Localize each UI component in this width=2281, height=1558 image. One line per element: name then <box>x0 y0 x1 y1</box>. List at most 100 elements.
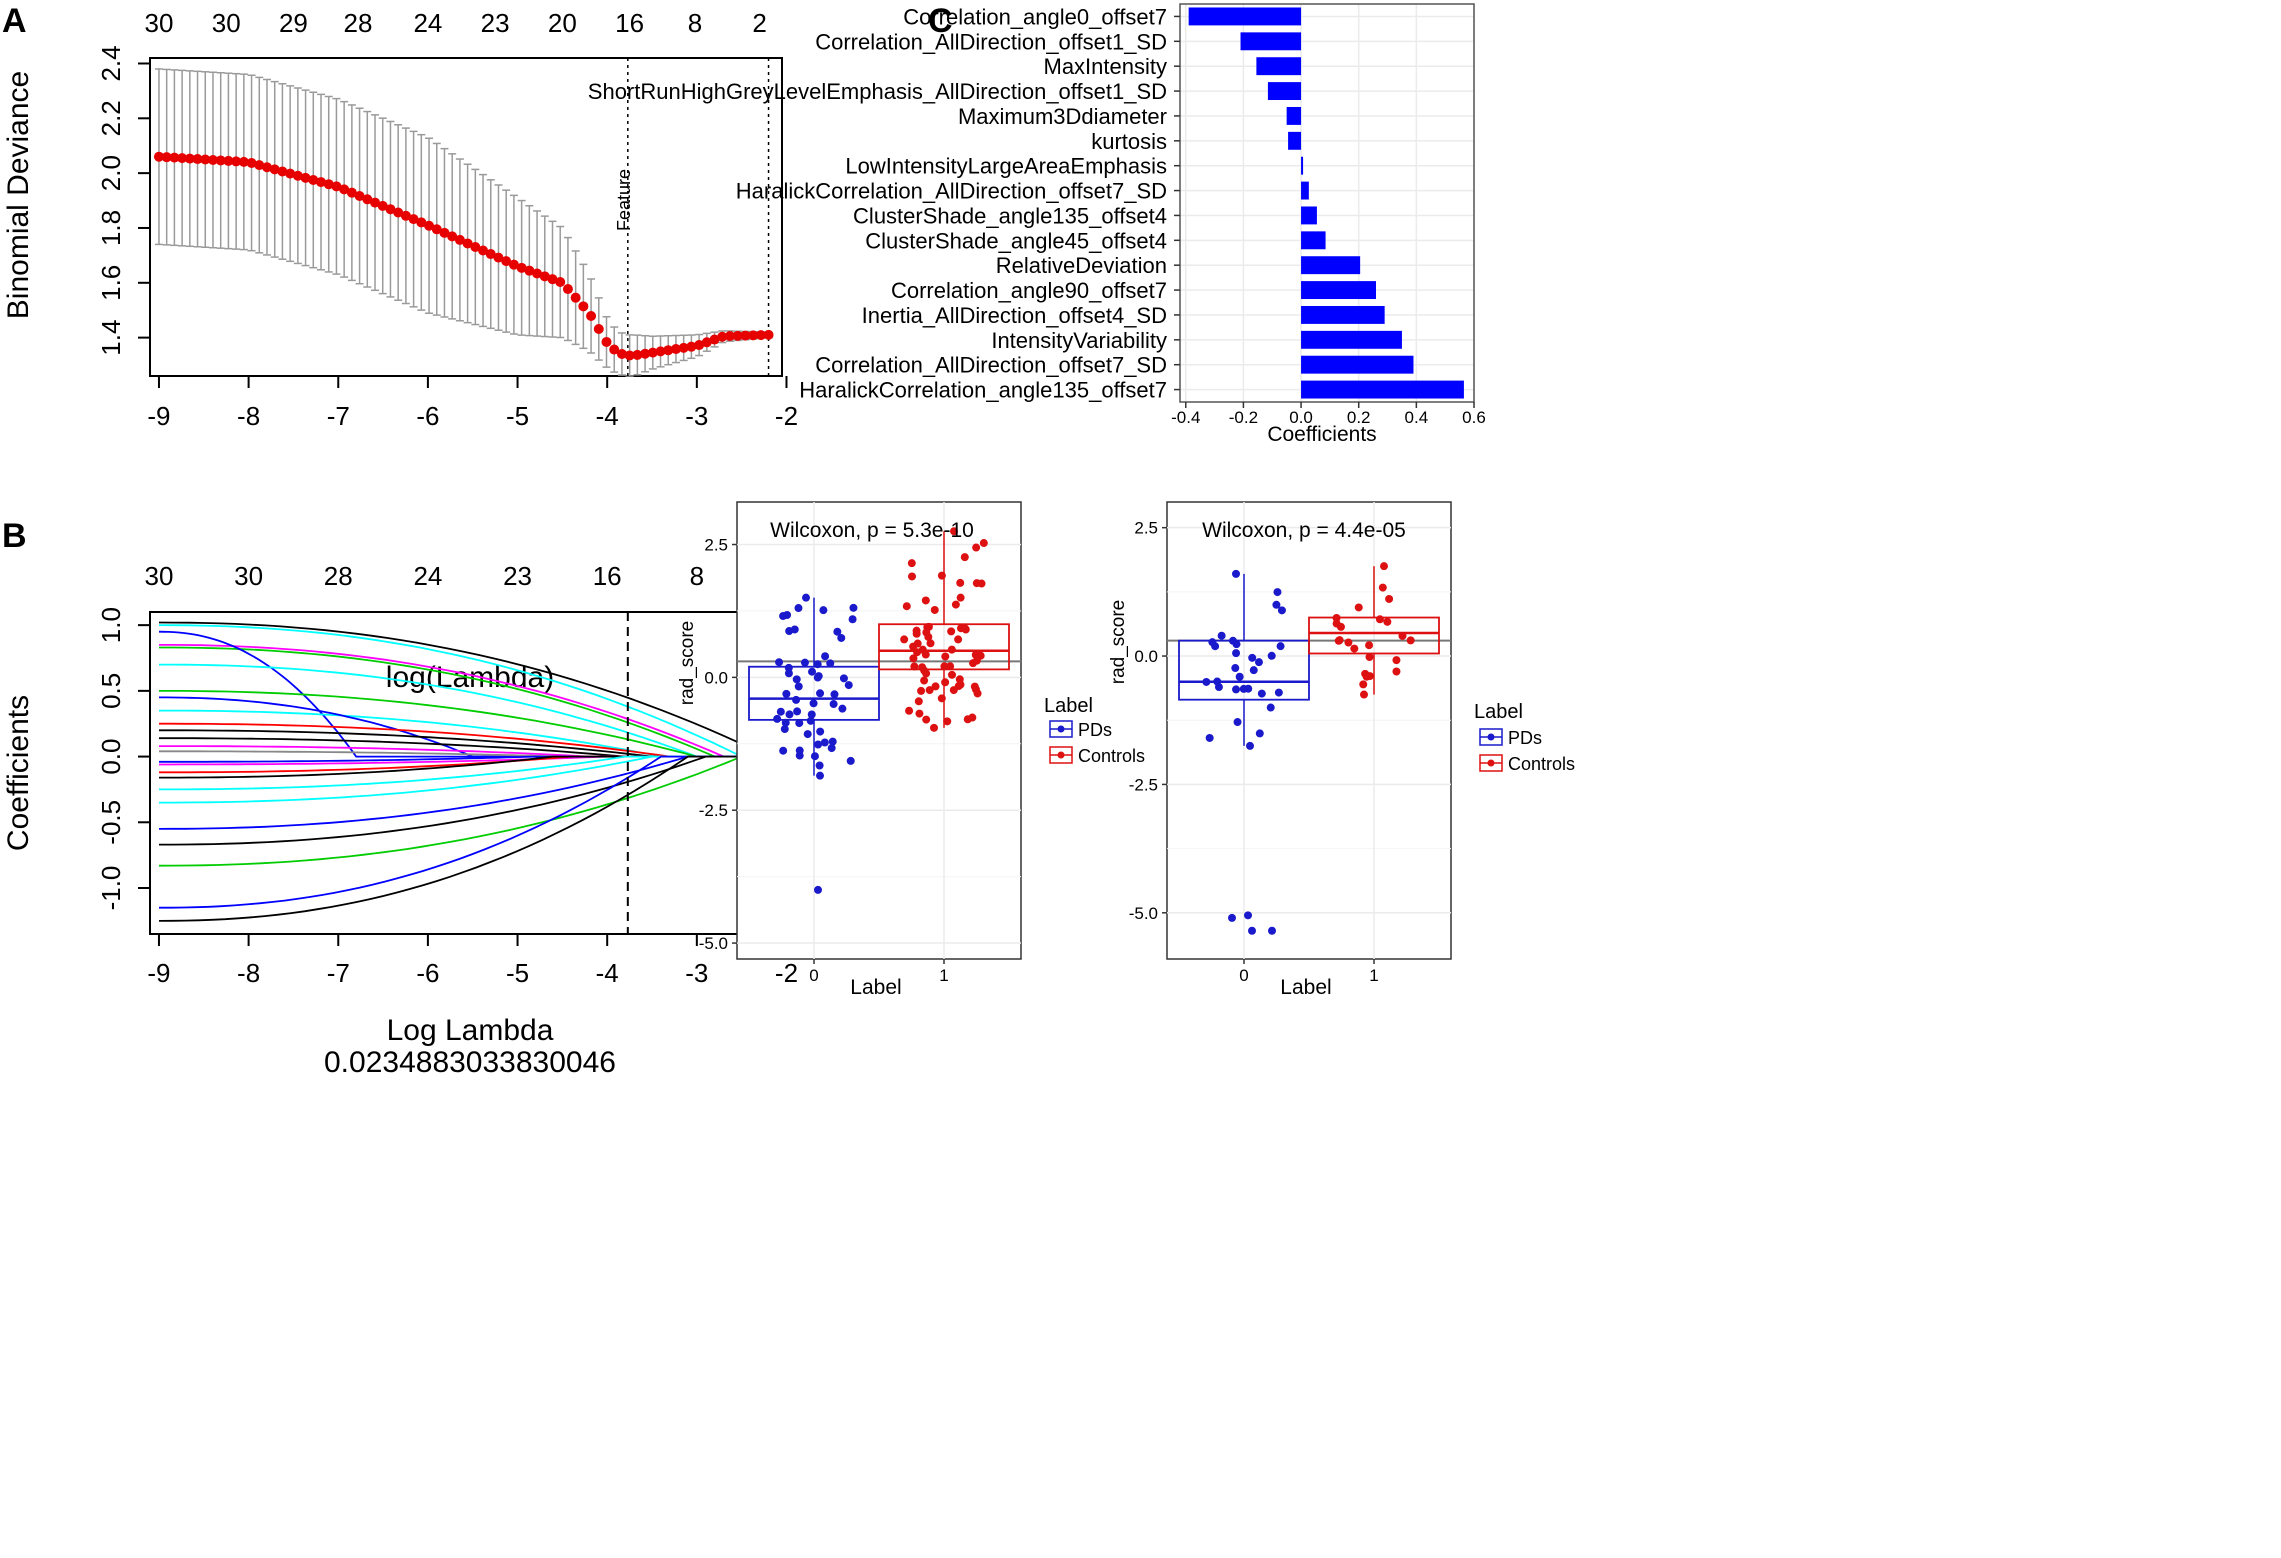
data-point <box>814 740 823 749</box>
panel-d1-ylabel: rad_score <box>677 621 698 706</box>
top-axis-label: 2 <box>752 8 766 38</box>
deviance-point <box>192 154 203 165</box>
deviance-point <box>578 301 589 312</box>
data-point <box>977 579 986 588</box>
x-tick-label: -5 <box>506 401 529 431</box>
top-axis-label: 28 <box>324 561 353 591</box>
data-point <box>1350 644 1359 653</box>
data-point <box>902 602 911 611</box>
top-axis-label: 30 <box>212 8 241 38</box>
legend-title: Label <box>1474 701 1523 723</box>
top-axis-label: 23 <box>503 561 532 591</box>
deviance-point <box>732 330 743 341</box>
data-point <box>794 604 803 613</box>
data-point <box>972 543 981 552</box>
x-tick-label: -2 <box>775 958 798 988</box>
data-point <box>795 746 804 755</box>
coefficient-path <box>159 729 769 758</box>
x-tick-label: -9 <box>147 958 170 988</box>
deviance-point <box>207 154 218 165</box>
y-tick-label: -2.5 <box>699 801 728 820</box>
data-point <box>807 710 816 719</box>
data-point <box>839 674 848 683</box>
coefficient-bar <box>1240 32 1302 51</box>
deviance-point <box>709 334 720 345</box>
box <box>1178 639 1310 701</box>
deviance-point <box>200 154 211 165</box>
deviance-point <box>169 152 180 163</box>
data-point <box>947 670 956 679</box>
data-point <box>941 652 950 661</box>
data-point <box>924 622 933 631</box>
panel-d2-title: Wilcoxon, p = 4.4e-05 <box>1202 519 1406 542</box>
data-point <box>930 605 939 614</box>
deviance-point <box>724 331 735 342</box>
x-tick-label: 0.6 <box>1462 408 1486 427</box>
y-tick-label: 1.6 <box>96 265 126 301</box>
data-point <box>844 681 853 690</box>
data-point <box>950 527 958 536</box>
data-point <box>910 662 919 671</box>
deviance-point <box>339 184 350 195</box>
x-tick-label: -4 <box>596 401 619 431</box>
coefficient-path <box>158 755 769 830</box>
deviance-point <box>717 331 728 342</box>
panel-label-c: C <box>928 2 953 40</box>
deviance-point <box>377 200 388 211</box>
panel-b-xlabel-value: 0.023488303383004​6 <box>324 1046 616 1079</box>
data-point <box>1359 680 1368 689</box>
data-point <box>921 650 930 659</box>
data-point <box>917 686 926 695</box>
deviance-point <box>431 224 442 235</box>
data-point <box>920 676 929 685</box>
data-point <box>1232 685 1241 694</box>
data-point <box>784 663 793 672</box>
y-tick-label: 0.5 <box>96 673 126 709</box>
deviance-point <box>547 274 558 285</box>
outlier-point <box>1268 926 1276 935</box>
coefficient-path <box>159 709 769 758</box>
top-axis-label: 8 <box>690 561 704 591</box>
data-point <box>1202 677 1211 686</box>
deviance-point <box>184 153 195 164</box>
data-point <box>922 715 931 724</box>
x-tick-label: 0 <box>809 966 818 985</box>
data-point <box>1249 666 1258 675</box>
data-point <box>914 697 923 706</box>
deviance-point <box>447 231 458 242</box>
data-point <box>1362 672 1371 681</box>
data-point <box>1213 677 1222 686</box>
deviance-point <box>177 153 188 164</box>
deviance-point <box>308 174 319 185</box>
data-point <box>813 660 822 669</box>
deviance-point <box>292 170 303 181</box>
data-point <box>1365 641 1374 650</box>
feature-label: Correlation_AllDirection_offset7_SD <box>815 353 1167 378</box>
coefficient-bar <box>1267 82 1302 101</box>
data-point <box>1232 649 1241 658</box>
coefficient-path <box>158 755 769 867</box>
data-point <box>846 756 855 765</box>
deviance-point <box>238 156 249 167</box>
feature-label: LowIntensityLargeAreaEmphasis <box>845 154 1167 179</box>
deviance-point <box>277 166 288 177</box>
deviance-point <box>701 337 712 348</box>
data-point <box>1257 689 1266 698</box>
coefficient-bar <box>1301 355 1414 374</box>
deviance-point <box>470 241 481 252</box>
data-point <box>830 690 839 699</box>
data-point <box>827 744 836 753</box>
deviance-point <box>161 152 172 163</box>
y-tick-label: 2.0 <box>96 155 126 191</box>
y-tick-label: 0.0 <box>1134 647 1158 666</box>
x-tick-label: -6 <box>416 958 439 988</box>
data-point <box>781 718 790 727</box>
legend-label: Controls <box>1078 746 1145 766</box>
deviance-point <box>616 348 627 359</box>
x-tick-label: -4 <box>596 958 619 988</box>
panel-c-frame <box>1179 3 1475 403</box>
data-point <box>1360 690 1368 699</box>
x-tick-label: -2 <box>775 401 798 431</box>
data-point <box>956 578 965 587</box>
